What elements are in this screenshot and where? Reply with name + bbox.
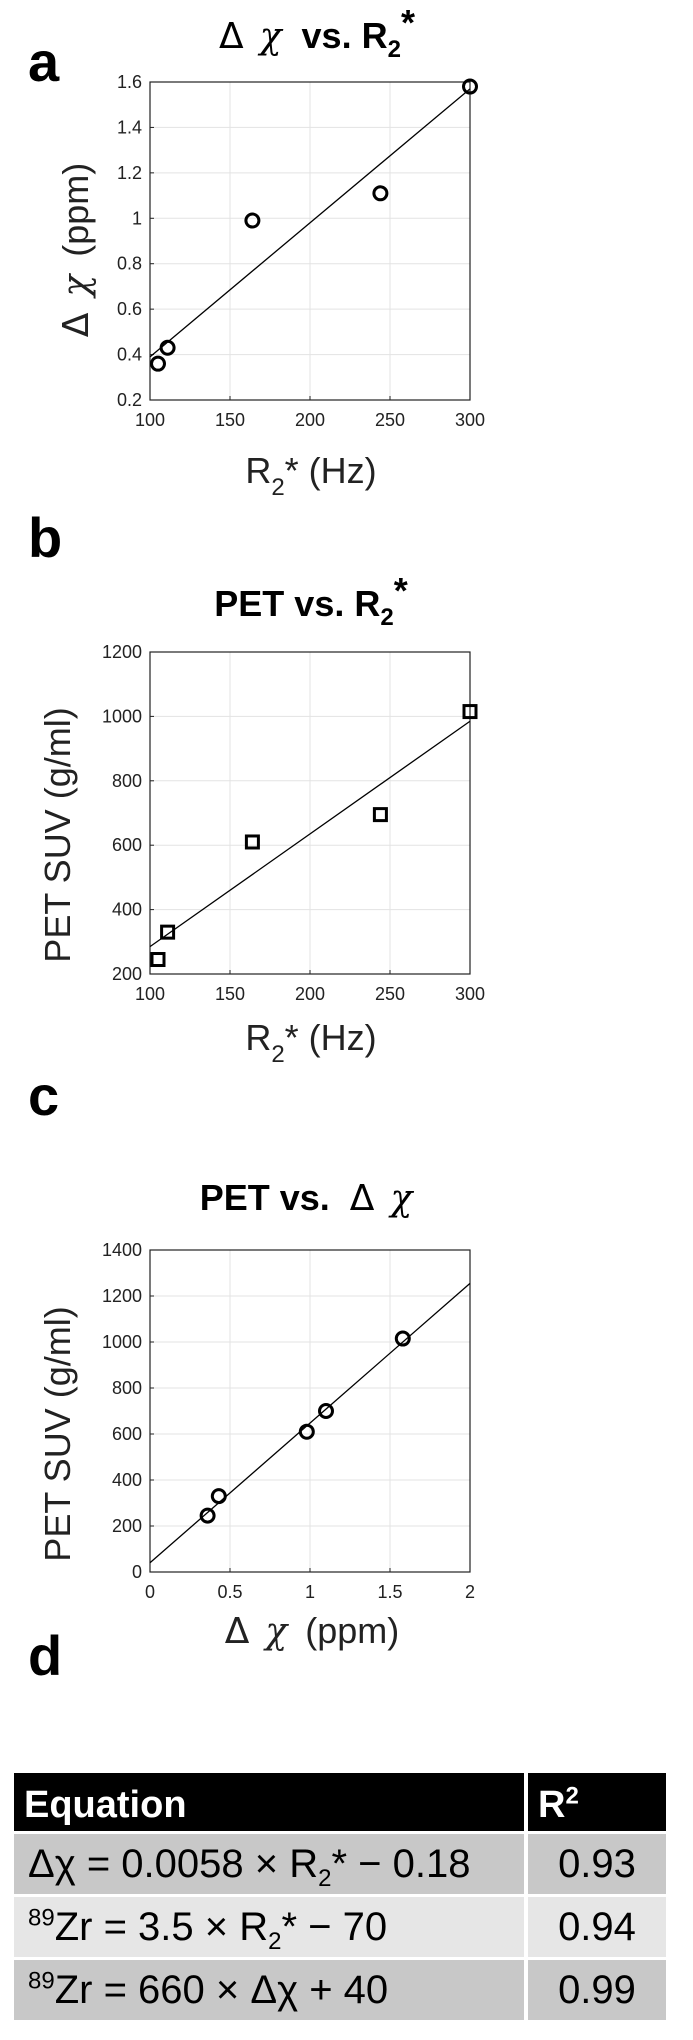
panel-letter-c: c [28, 1064, 60, 1127]
y-tick-label: 800 [112, 771, 142, 791]
chart-title: PET vs. Δ χ [200, 1177, 415, 1219]
x-tick-label: 100 [135, 410, 165, 430]
data-point [462, 78, 478, 95]
y-tick-label: 800 [112, 1378, 142, 1398]
y-tick-label: 1.2 [117, 163, 142, 183]
y-axis-label: Δ χ (ppm) [55, 163, 97, 338]
y-tick-label: 1.4 [117, 117, 142, 137]
x-tick-label: 0 [145, 1582, 155, 1602]
data-point [244, 212, 261, 229]
x-tick-label: 250 [375, 410, 405, 430]
data-point [372, 185, 389, 202]
y-axis-label: PET SUV (g/ml) [37, 1306, 78, 1561]
data-point [210, 1488, 227, 1505]
data-point [150, 952, 166, 968]
table-row: 89Zr = 3.5 × R2* − 70 0.94 [14, 1897, 666, 1957]
data-point [160, 924, 176, 940]
x-tick-label: 300 [455, 410, 485, 430]
table-header-row: Equation R2 [14, 1773, 666, 1831]
y-tick-label: 1200 [102, 1286, 142, 1306]
data-point [244, 834, 260, 850]
y-tick-label: 1.6 [117, 72, 142, 92]
panel-letter-d: d [28, 1624, 63, 1687]
x-tick-label: 100 [135, 984, 165, 1004]
data-point [394, 1330, 411, 1347]
data-point [318, 1403, 334, 1419]
y-tick-label: 200 [112, 964, 142, 984]
equation-cell: Δχ = 0.0058 × R2* − 0.18 [14, 1834, 524, 1894]
y-tick-label: 1400 [102, 1240, 142, 1260]
x-tick-label: 250 [375, 984, 405, 1004]
table-row: 89Zr = 660 × Δχ + 40 0.99 [14, 1960, 666, 2020]
panel-letter-a: a [28, 30, 60, 93]
data-point [159, 339, 176, 356]
r2-cell: 0.94 [528, 1897, 666, 1957]
fit-line [149, 88, 471, 358]
x-tick-label: 300 [455, 984, 485, 1004]
r2-cell: 0.93 [528, 1834, 666, 1894]
y-tick-label: 1000 [102, 1332, 142, 1352]
y-tick-label: 0.6 [117, 299, 142, 319]
r2-cell: 0.99 [528, 1960, 666, 2020]
x-tick-label: 1 [305, 1582, 315, 1602]
x-axis-label: Δ χ (ppm) [225, 1610, 400, 1652]
y-tick-label: 600 [112, 1424, 142, 1444]
table-row: Δχ = 0.0058 × R2* − 0.18 0.93 [14, 1834, 666, 1894]
chart-b: PET vs. R2* 100 150 200 250 300 200 400 600 800 1… [37, 570, 485, 1068]
y-tick-label: 200 [112, 1516, 142, 1536]
y-tick-label: 0.2 [117, 390, 142, 410]
x-tick-label: 150 [215, 984, 245, 1004]
y-tick-label: 1000 [102, 706, 142, 726]
y-tick-label: 600 [112, 835, 142, 855]
y-tick-label: 1 [132, 208, 142, 228]
y-tick-label: 1200 [102, 642, 142, 662]
x-tick-label: 1.5 [377, 1582, 402, 1602]
data-point [372, 807, 388, 823]
x-tick-label: 2 [465, 1582, 475, 1602]
x-tick-label: 0.5 [217, 1582, 242, 1602]
data-point [298, 1423, 315, 1440]
y-tick-label: 400 [112, 900, 142, 920]
chart-title: Δ χ vs. R2* [219, 2, 415, 63]
y-tick-label: 400 [112, 1470, 142, 1490]
x-tick-label: 150 [215, 410, 245, 430]
x-tick-label: 200 [295, 984, 325, 1004]
y-tick-label: 0 [132, 1562, 142, 1582]
fit-line [149, 720, 471, 948]
fit-line [149, 1282, 471, 1564]
y-tick-label: 0.8 [117, 254, 142, 274]
x-axis-label: R2* (Hz) [245, 450, 376, 501]
chart-a: Δ χ vs. R2* 100 150 200 250 300 0.2 0.4 0.6 0.8 1… [55, 2, 485, 501]
x-axis-label: R2* (Hz) [245, 1017, 376, 1068]
equation-table: Equation R2 Δχ = 0.0058 × R2* − 0.18 0.9… [10, 1770, 670, 2023]
x-tick-label: 200 [295, 410, 325, 430]
chart-c: PET vs. Δ χ 0 0.5 1 1.5 2 0 200 400 600 800 1000 12… [37, 1177, 475, 1652]
data-point [150, 355, 166, 372]
panel-letter-b: b [28, 506, 63, 569]
header-equation: Equation [14, 1773, 524, 1831]
y-axis-label: PET SUV (g/ml) [37, 707, 78, 962]
chart-title: PET vs. R2* [214, 570, 407, 631]
header-r2: R2 [528, 1773, 666, 1831]
data-point [199, 1507, 216, 1524]
y-tick-label: 0.4 [117, 345, 142, 365]
equation-cell: 89Zr = 3.5 × R2* − 70 [14, 1897, 524, 1957]
data-point [462, 704, 478, 720]
equation-cell: 89Zr = 660 × Δχ + 40 [14, 1960, 524, 2020]
